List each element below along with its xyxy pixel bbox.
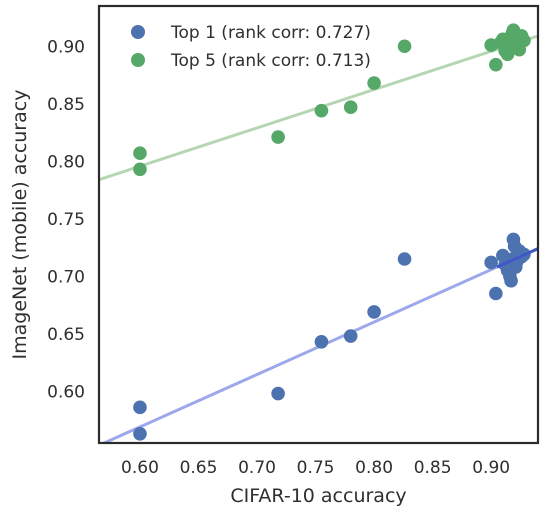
data-point-series-0	[484, 255, 498, 270]
legend-marker-top5	[131, 53, 145, 67]
data-point-series-1	[517, 33, 531, 48]
legend-label-top5: Top 5 (rank corr: 0.713)	[170, 51, 371, 71]
data-point-series-0	[343, 329, 358, 343]
x-tick-label: 0.80	[355, 458, 393, 478]
data-point-series-1	[133, 146, 147, 160]
x-tick-label: 0.75	[297, 458, 335, 478]
x-tick-label: 0.90	[472, 458, 510, 478]
y-tick-label: 0.60	[47, 382, 85, 402]
x-tick-label: 0.65	[180, 458, 218, 478]
data-point-series-0	[367, 305, 381, 319]
legend-marker-top1	[131, 25, 145, 39]
data-point-series-0	[271, 386, 285, 401]
legend: Top 1 (rank corr: 0.727) Top 5 (rank cor…	[131, 23, 371, 71]
data-point-series-0	[133, 427, 147, 441]
y-tick-label: 0.90	[47, 37, 85, 57]
data-point-series-1	[397, 39, 412, 54]
y-tick-label: 0.70	[47, 267, 85, 287]
x-axis-label: CIFAR-10 accuracy	[230, 485, 406, 507]
y-tick-label: 0.65	[47, 325, 85, 345]
axis-ticks: 0.60 0.65 0.70 0.75 0.80 0.85 0.90 0.60 0.65 0.70…	[47, 37, 510, 478]
data-point-series-0	[397, 252, 412, 266]
data-point-series-0	[504, 274, 518, 288]
y-tick-label: 0.85	[47, 95, 85, 115]
trend-line-series-0-overlay	[496, 247, 538, 269]
legend-label-top1: Top 1 (rank corr: 0.727)	[170, 23, 371, 43]
y-tick-label: 0.80	[47, 152, 85, 172]
plot-frame	[97, 4, 540, 445]
x-tick-label: 0.85	[414, 458, 452, 478]
y-tick-label: 0.75	[47, 210, 85, 230]
data-point-series-1	[343, 100, 358, 114]
data-point-series-1	[489, 57, 503, 72]
data-point-series-1	[314, 103, 329, 118]
data-point-series-1	[367, 76, 381, 90]
data-point-series-0	[133, 400, 147, 415]
data-point-series-1	[271, 130, 285, 144]
x-tick-label: 0.70	[238, 458, 276, 478]
trend-lines	[99, 34, 538, 443]
y-axis-label: ImageNet (mobile) accuracy	[9, 90, 31, 360]
data-points	[133, 23, 538, 441]
data-point-series-0	[314, 335, 329, 349]
x-tick-label: 0.60	[121, 458, 159, 478]
data-point-series-0	[489, 286, 503, 301]
data-point-series-1	[133, 162, 147, 177]
